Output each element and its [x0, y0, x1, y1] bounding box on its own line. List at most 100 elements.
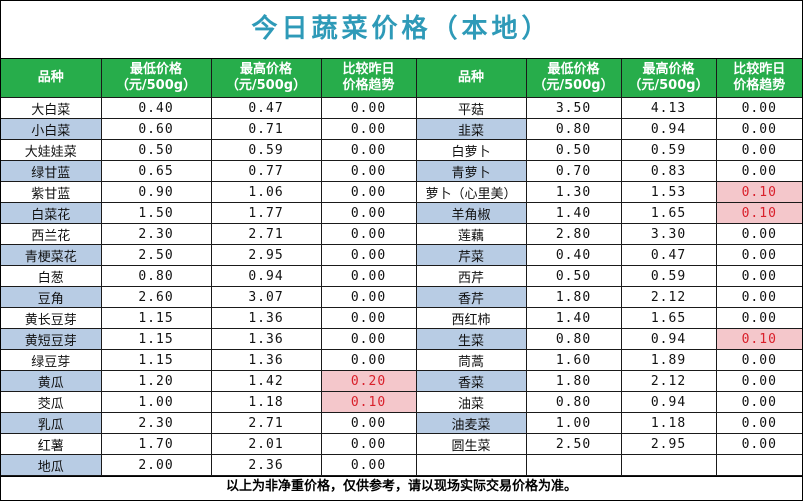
right-name-cell: 萝卜（心里美） [415, 181, 527, 203]
left-name-cell: 大娃娃菜 [1, 139, 102, 161]
right-min-price-cell [525, 454, 622, 476]
table-row: 绿豆芽 1.15 1.36 0.00 茼蒿 1.60 1.89 0.00 [1, 349, 802, 371]
right-max-price-cell [620, 454, 717, 476]
right-max-price-cell: 4.13 [620, 97, 717, 119]
table-row: 青梗菜花 2.50 2.95 0.00 芹菜 0.40 0.47 0.00 [1, 244, 802, 266]
left-min-price-cell: 2.00 [100, 454, 212, 476]
left-trend-cell: 0.00 [320, 202, 417, 224]
left-min-price-cell: 0.80 [100, 265, 212, 287]
left-max-price-cell: 2.71 [210, 412, 322, 434]
left-min-price-cell: 1.70 [100, 433, 212, 455]
left-trend-cell: 0.00 [320, 160, 417, 182]
left-name-cell: 乳瓜 [1, 412, 102, 434]
right-min-price-cell: 2.80 [525, 223, 622, 245]
header-max-left: 最高价格 （元/500g） [210, 59, 322, 98]
left-trend-cell: 0.00 [320, 97, 417, 119]
left-min-price-cell: 2.50 [100, 244, 212, 266]
right-name-cell: 韭菜 [415, 118, 527, 140]
left-min-price-cell: 0.60 [100, 118, 212, 140]
left-min-price-cell: 0.65 [100, 160, 212, 182]
left-min-price-cell: 1.20 [100, 370, 212, 392]
footer-note: 以上为非净重价格，仅供参考，请以现场实际交易价格为准。 [1, 476, 802, 497]
right-trend-cell: 0.10 [715, 328, 802, 350]
table-row: 黄长豆芽 1.15 1.36 0.00 西红柿 1.40 1.65 0.00 [1, 307, 802, 329]
right-min-price-cell: 1.40 [525, 202, 622, 224]
table-row: 小白菜 0.60 0.71 0.00 韭菜 0.80 0.94 0.00 [1, 118, 802, 140]
right-trend-cell: 0.00 [715, 139, 802, 161]
right-name-cell: 羊角椒 [415, 202, 527, 224]
right-max-price-cell: 0.94 [620, 328, 717, 350]
right-min-price-cell: 1.30 [525, 181, 622, 203]
left-max-price-cell: 1.36 [210, 349, 322, 371]
right-trend-cell: 0.00 [715, 118, 802, 140]
left-name-cell: 紫甘蓝 [1, 181, 102, 203]
right-name-cell: 生菜 [415, 328, 527, 350]
right-name-cell: 白萝卜 [415, 139, 527, 161]
left-name-cell: 地瓜 [1, 454, 102, 476]
right-min-price-cell: 0.80 [525, 328, 622, 350]
left-max-price-cell: 2.36 [210, 454, 322, 476]
left-trend-cell: 0.00 [320, 118, 417, 140]
right-min-price-cell: 3.50 [525, 97, 622, 119]
left-max-price-cell: 2.01 [210, 433, 322, 455]
right-max-price-cell: 0.47 [620, 244, 717, 266]
right-name-cell: 西红柿 [415, 307, 527, 329]
right-name-cell: 油麦菜 [415, 412, 527, 434]
table-row: 红薯 1.70 2.01 0.00 圆生菜 2.50 2.95 0.00 [1, 433, 802, 455]
right-trend-cell: 0.00 [715, 265, 802, 287]
left-max-price-cell: 1.36 [210, 328, 322, 350]
left-max-price-cell: 2.71 [210, 223, 322, 245]
left-max-price-cell: 3.07 [210, 286, 322, 308]
left-trend-cell: 0.00 [320, 328, 417, 350]
right-name-cell: 茼蒿 [415, 349, 527, 371]
header-min-left: 最低价格 （元/500g） [100, 59, 212, 98]
right-max-price-cell: 0.83 [620, 160, 717, 182]
right-trend-cell: 0.00 [715, 370, 802, 392]
right-name-cell: 圆生菜 [415, 433, 527, 455]
table-row: 白葱 0.80 0.94 0.00 西芹 0.50 0.59 0.00 [1, 265, 802, 287]
left-min-price-cell: 2.30 [100, 412, 212, 434]
right-max-price-cell: 0.94 [620, 391, 717, 413]
left-trend-cell: 0.00 [320, 223, 417, 245]
right-max-price-cell: 2.95 [620, 433, 717, 455]
right-name-cell: 香芹 [415, 286, 527, 308]
left-trend-cell: 0.00 [320, 181, 417, 203]
right-name-cell [415, 454, 527, 476]
left-min-price-cell: 2.60 [100, 286, 212, 308]
left-max-price-cell: 0.59 [210, 139, 322, 161]
left-min-price-cell: 1.15 [100, 349, 212, 371]
left-trend-cell: 0.00 [320, 286, 417, 308]
right-name-cell: 西芹 [415, 265, 527, 287]
right-max-price-cell: 1.18 [620, 412, 717, 434]
left-name-cell: 绿甘蓝 [1, 160, 102, 182]
table-body: 大白菜 0.40 0.47 0.00 平菇 3.50 4.13 0.00 小白菜 0.60 0.71… [1, 97, 802, 476]
right-max-price-cell: 1.65 [620, 202, 717, 224]
right-name-cell: 芹菜 [415, 244, 527, 266]
left-max-price-cell: 0.47 [210, 97, 322, 119]
right-trend-cell: 0.00 [715, 391, 802, 413]
left-min-price-cell: 0.50 [100, 139, 212, 161]
left-trend-cell: 0.20 [320, 370, 417, 392]
left-min-price-cell: 0.40 [100, 97, 212, 119]
right-max-price-cell: 1.53 [620, 181, 717, 203]
left-trend-cell: 0.00 [320, 307, 417, 329]
left-max-price-cell: 1.36 [210, 307, 322, 329]
header-row: 品种 最低价格 （元/500g） 最高价格 （元/500g） 比较昨日 价格趋势 品种… [1, 59, 802, 98]
left-name-cell: 小白菜 [1, 118, 102, 140]
left-min-price-cell: 1.00 [100, 391, 212, 413]
table-row: 白菜花 1.50 1.77 0.00 羊角椒 1.40 1.65 0.10 [1, 202, 802, 224]
header-trend-right: 比较昨日 价格趋势 [715, 59, 802, 98]
left-name-cell: 白菜花 [1, 202, 102, 224]
left-trend-cell: 0.00 [320, 454, 417, 476]
left-max-price-cell: 0.77 [210, 160, 322, 182]
header-trend-left: 比较昨日 价格趋势 [320, 59, 417, 98]
right-min-price-cell: 1.60 [525, 349, 622, 371]
right-name-cell: 香菜 [415, 370, 527, 392]
left-max-price-cell: 2.95 [210, 244, 322, 266]
table-row: 西兰花 2.30 2.71 0.00 莲藕 2.80 3.30 0.00 [1, 223, 802, 245]
table-row: 乳瓜 2.30 2.71 0.00 油麦菜 1.00 1.18 0.00 [1, 412, 802, 434]
right-min-price-cell: 0.70 [525, 160, 622, 182]
left-trend-cell: 0.10 [320, 391, 417, 413]
left-trend-cell: 0.00 [320, 349, 417, 371]
